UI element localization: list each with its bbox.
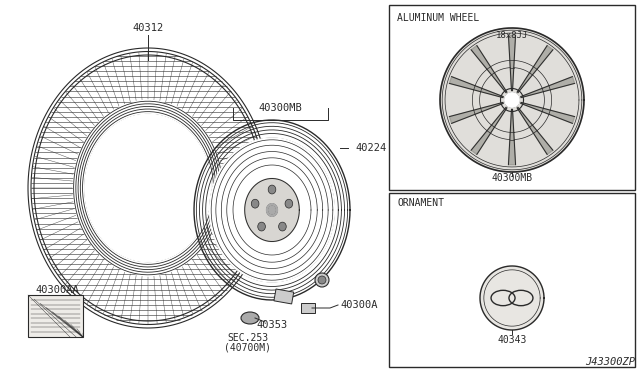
- Text: 40300MB: 40300MB: [492, 173, 532, 183]
- Ellipse shape: [241, 312, 259, 324]
- Text: 40300A: 40300A: [340, 300, 378, 310]
- Bar: [274, 289, 294, 304]
- Ellipse shape: [315, 273, 329, 287]
- Polygon shape: [471, 107, 507, 154]
- Polygon shape: [521, 77, 575, 97]
- Text: (40700M): (40700M): [225, 343, 271, 353]
- Text: 40224: 40224: [355, 143, 387, 153]
- Bar: [301, 303, 315, 313]
- Polygon shape: [508, 109, 516, 165]
- Text: SEC.253: SEC.253: [227, 333, 269, 343]
- Text: 18x8JJ: 18x8JJ: [496, 31, 528, 39]
- Text: 40343: 40343: [497, 335, 527, 345]
- Polygon shape: [266, 204, 278, 216]
- Polygon shape: [440, 28, 584, 172]
- Text: ALUMINUM WHEEL: ALUMINUM WHEEL: [397, 13, 479, 23]
- Ellipse shape: [252, 199, 259, 208]
- Polygon shape: [505, 93, 519, 107]
- Ellipse shape: [285, 199, 292, 208]
- Text: 40300MB: 40300MB: [258, 103, 302, 113]
- Polygon shape: [84, 114, 211, 262]
- Ellipse shape: [278, 222, 286, 231]
- Polygon shape: [521, 102, 575, 124]
- Bar: [389, 193, 635, 367]
- Polygon shape: [471, 45, 507, 93]
- Polygon shape: [269, 206, 275, 214]
- Bar: [28, 295, 83, 337]
- Ellipse shape: [318, 276, 326, 284]
- Polygon shape: [517, 107, 553, 154]
- Polygon shape: [480, 266, 544, 330]
- Ellipse shape: [268, 185, 276, 194]
- Text: J43300ZP: J43300ZP: [585, 357, 635, 367]
- Polygon shape: [74, 101, 223, 275]
- Text: 40312: 40312: [132, 23, 164, 33]
- Text: 40353: 40353: [257, 320, 287, 330]
- Polygon shape: [508, 35, 516, 91]
- Polygon shape: [449, 77, 503, 97]
- Polygon shape: [517, 45, 553, 93]
- Polygon shape: [449, 102, 503, 124]
- Polygon shape: [210, 138, 334, 282]
- Bar: [389, 5, 635, 190]
- Text: 40300AA: 40300AA: [35, 285, 79, 295]
- Text: ORNAMENT: ORNAMENT: [397, 198, 444, 208]
- Ellipse shape: [258, 222, 266, 231]
- Polygon shape: [244, 179, 300, 241]
